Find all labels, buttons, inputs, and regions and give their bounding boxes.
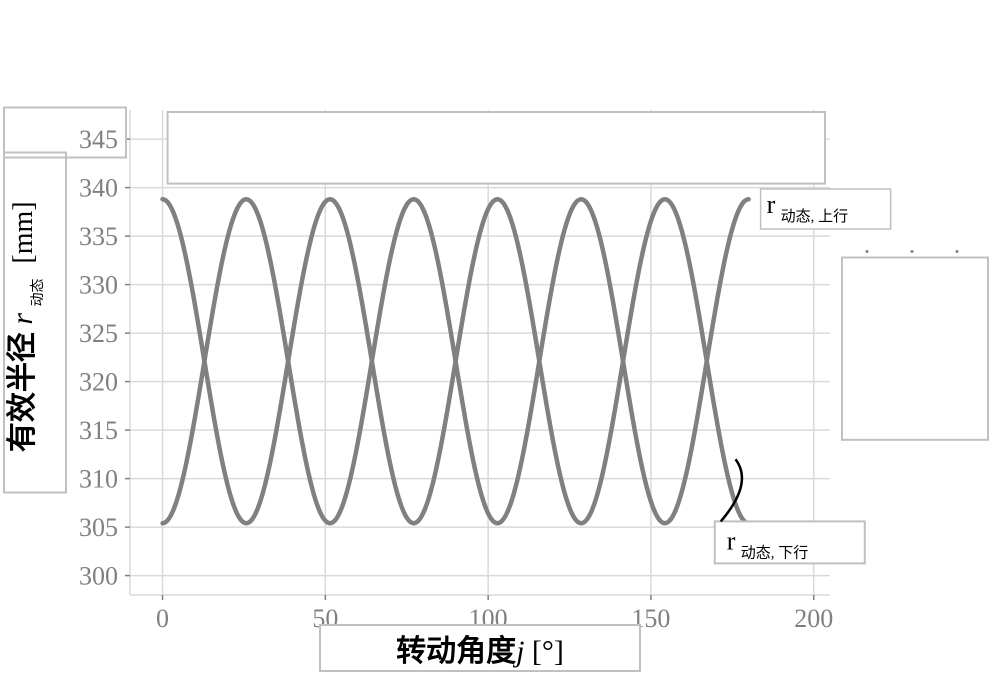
y-tick-label: 320 [79, 367, 118, 396]
y-tick-label: 335 [79, 222, 118, 251]
svg-text:动态, 上行: 动态, 上行 [781, 208, 849, 225]
y-tick-label: 300 [79, 561, 118, 590]
svg-text:有效半径 r: 有效半径 r [6, 313, 39, 453]
series-upper-label: r 动态, 上行 [761, 189, 891, 229]
svg-text:动态: 动态 [30, 279, 46, 307]
chart-container: 3003053103153203253303353403450501001502… [0, 0, 1000, 684]
y-tick-label: 305 [79, 513, 118, 542]
y-tick-label: 315 [79, 416, 118, 445]
y-tick-label: 330 [79, 270, 118, 299]
x-tick-label: 0 [156, 604, 169, 633]
x-tick-label: 200 [794, 604, 833, 633]
y-tick-label: 310 [79, 464, 118, 493]
svg-text:转动角度j [°]: 转动角度j [°] [396, 635, 564, 668]
svg-text:r: r [727, 526, 736, 555]
svg-text:动态, 下行: 动态, 下行 [741, 544, 809, 561]
right-blank-box [842, 258, 988, 440]
svg-text:r: r [767, 190, 776, 219]
y-tick-label: 340 [79, 173, 118, 202]
y-tick-label: 345 [79, 125, 118, 154]
y-tick-label: 325 [79, 319, 118, 348]
x-axis-title: 转动角度j [°] [320, 625, 640, 671]
svg-text:[mm]: [mm] [8, 201, 39, 263]
top-blank-box [168, 112, 825, 184]
chart-svg: 3003053103153203253303353403450501001502… [0, 0, 1000, 684]
